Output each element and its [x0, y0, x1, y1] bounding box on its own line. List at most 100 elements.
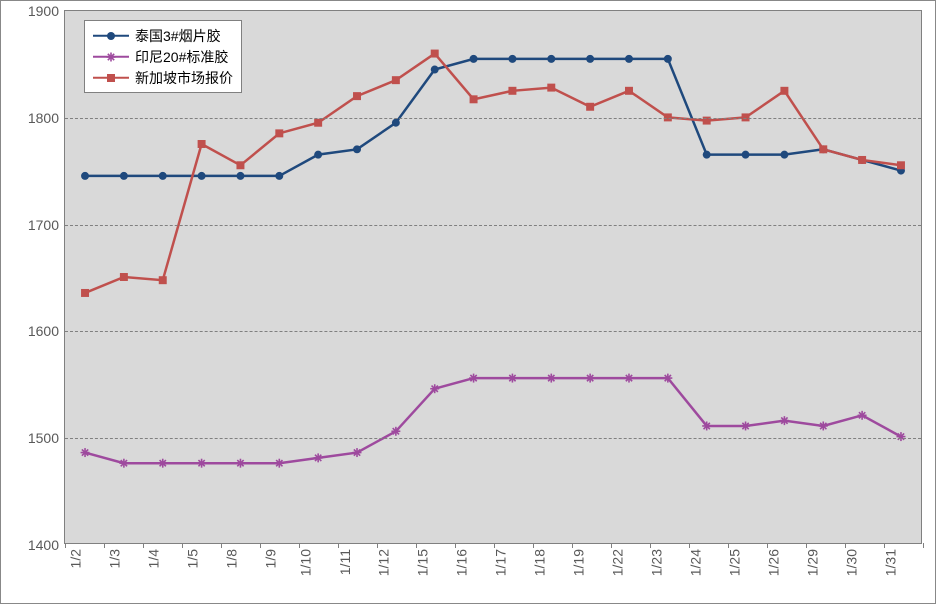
series-marker — [275, 172, 283, 180]
series-marker — [819, 145, 827, 153]
x-tick-label: 1/3 — [106, 549, 122, 568]
x-tick-label: 1/26 — [765, 549, 781, 576]
legend-label: 印尼20#标准胶 — [135, 47, 228, 67]
gridline — [65, 438, 921, 439]
series-marker — [508, 87, 516, 95]
x-tick-label: 1/24 — [687, 549, 703, 576]
series-marker — [470, 55, 478, 63]
x-tick-label: 1/12 — [375, 549, 391, 576]
series-marker — [431, 66, 439, 74]
series-marker — [353, 92, 361, 100]
y-tick-label: 1800 — [28, 110, 59, 126]
y-tick-label: 1400 — [28, 537, 59, 553]
y-tick-label: 1500 — [28, 430, 59, 446]
x-tick-label: 1/9 — [262, 549, 278, 568]
series-marker — [275, 129, 283, 137]
series-marker — [159, 172, 167, 180]
x-tick-mark — [845, 543, 846, 548]
x-tick-label: 1/2 — [67, 549, 83, 568]
series-marker — [469, 374, 478, 383]
x-tick-mark — [533, 543, 534, 548]
x-tick-mark — [767, 543, 768, 548]
series-marker — [896, 432, 905, 441]
series-marker — [508, 374, 517, 383]
legend-swatch — [93, 50, 129, 64]
series-marker — [236, 161, 244, 169]
x-tick-mark — [689, 543, 690, 548]
x-tick-label: 1/31 — [882, 549, 898, 576]
y-tick-label: 1600 — [28, 323, 59, 339]
series-marker — [702, 421, 711, 430]
series-marker — [547, 55, 555, 63]
x-tick-label: 1/16 — [453, 549, 469, 576]
series-marker — [586, 103, 594, 111]
x-tick-mark — [182, 543, 183, 548]
series-marker — [81, 448, 90, 457]
series-marker — [547, 374, 556, 383]
x-tick-mark — [143, 543, 144, 548]
series-marker — [819, 421, 828, 430]
x-tick-label: 1/17 — [492, 549, 508, 576]
x-tick-mark — [377, 543, 378, 548]
series-marker — [275, 459, 284, 468]
series-marker — [547, 84, 555, 92]
series-marker — [625, 55, 633, 63]
series-marker — [470, 95, 478, 103]
x-tick-mark — [494, 543, 495, 548]
x-tick-label: 1/23 — [648, 549, 664, 576]
series-marker — [703, 151, 711, 159]
series-marker — [391, 427, 400, 436]
series-marker — [780, 416, 789, 425]
x-tick-mark — [572, 543, 573, 548]
series-marker — [159, 276, 167, 284]
x-tick-mark — [650, 543, 651, 548]
x-tick-label: 1/4 — [145, 549, 161, 568]
series-marker — [586, 374, 595, 383]
series-marker — [353, 145, 361, 153]
series-marker — [625, 87, 633, 95]
x-tick-mark — [728, 543, 729, 548]
series-marker — [314, 119, 322, 127]
legend-row: 印尼20#标准胶 — [93, 46, 233, 67]
x-tick-label: 1/8 — [223, 549, 239, 568]
gridline — [65, 331, 921, 332]
x-tick-label: 1/25 — [726, 549, 742, 576]
x-tick-label: 1/10 — [297, 549, 313, 576]
series-marker — [81, 172, 89, 180]
legend-row: 泰国3#烟片胶 — [93, 25, 233, 46]
series-marker — [586, 55, 594, 63]
series-marker — [858, 156, 866, 164]
x-tick-mark — [104, 543, 105, 548]
legend: 泰国3#烟片胶印尼20#标准胶新加坡市场报价 — [84, 20, 242, 93]
legend-swatch — [93, 29, 129, 43]
x-tick-mark — [416, 543, 417, 548]
legend-label: 新加坡市场报价 — [135, 68, 233, 88]
gridline — [65, 225, 921, 226]
series-marker — [314, 151, 322, 159]
x-tick-mark — [806, 543, 807, 548]
series-marker — [198, 172, 206, 180]
series-marker — [81, 289, 89, 297]
x-tick-mark — [923, 543, 924, 548]
gridline — [65, 118, 921, 119]
series-marker — [430, 384, 439, 393]
y-tick-label: 1700 — [28, 217, 59, 233]
x-tick-label: 1/29 — [804, 549, 820, 576]
x-tick-label: 1/15 — [414, 549, 430, 576]
x-tick-mark — [221, 543, 222, 548]
series-marker — [392, 76, 400, 84]
x-tick-mark — [65, 543, 66, 548]
series-marker — [353, 448, 362, 457]
x-tick-label: 1/18 — [531, 549, 547, 576]
series-marker — [858, 411, 867, 420]
series-marker — [741, 421, 750, 430]
legend-swatch — [93, 71, 129, 85]
series-marker — [120, 273, 128, 281]
series-marker — [780, 87, 788, 95]
x-tick-mark — [884, 543, 885, 548]
x-tick-label: 1/22 — [609, 549, 625, 576]
series-marker — [120, 172, 128, 180]
series-marker — [236, 459, 245, 468]
series-marker — [664, 55, 672, 63]
series-marker — [314, 453, 323, 462]
